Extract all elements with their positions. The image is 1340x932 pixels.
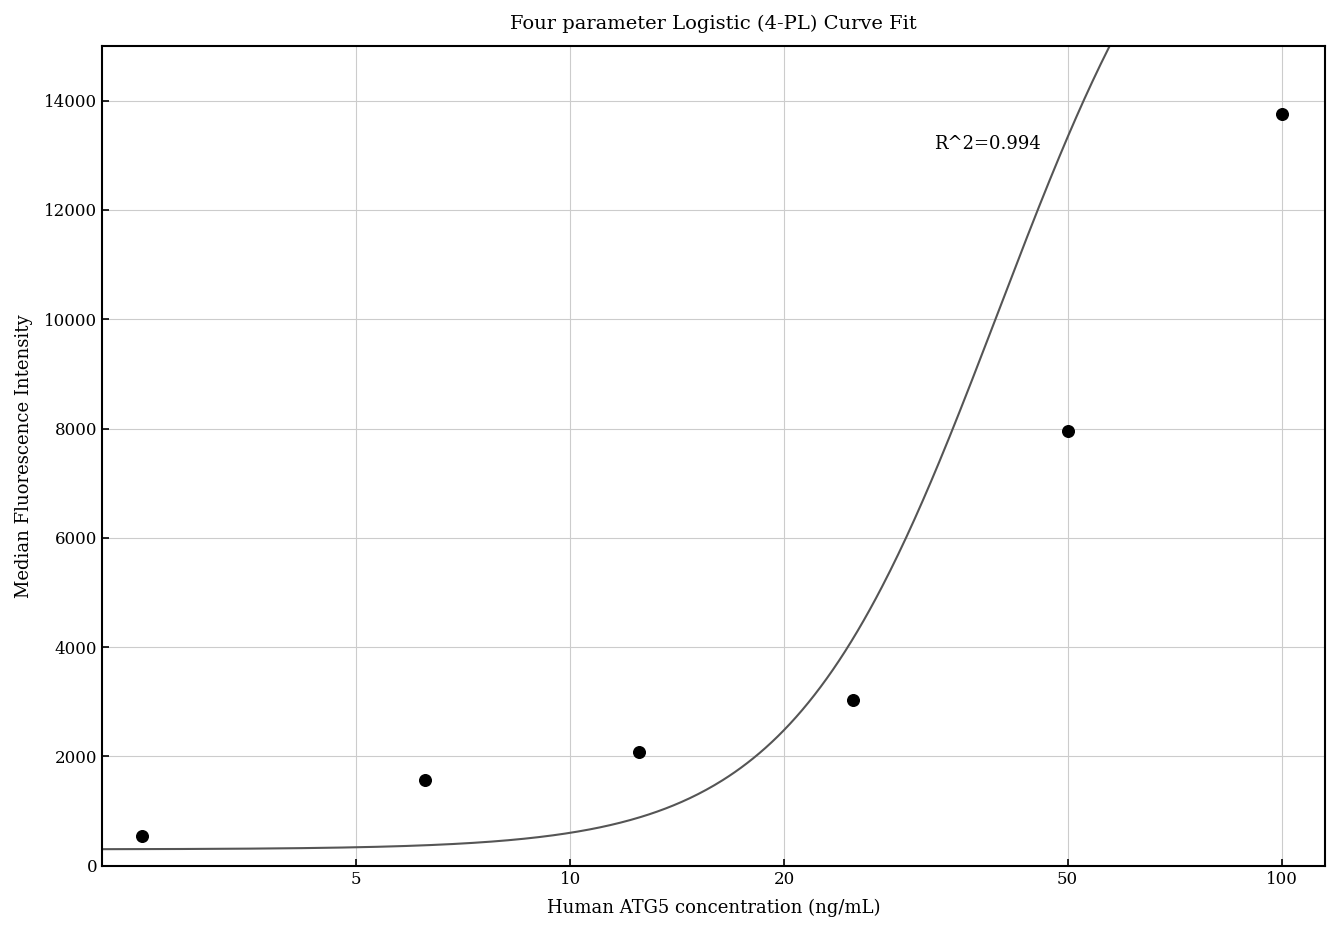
Point bbox=[414, 773, 436, 788]
Y-axis label: Median Fluorescence Intensity: Median Fluorescence Intensity bbox=[15, 314, 34, 597]
Point bbox=[843, 693, 864, 708]
Text: R^2=0.994: R^2=0.994 bbox=[934, 135, 1040, 153]
Point bbox=[628, 745, 650, 760]
Point bbox=[1057, 424, 1079, 439]
X-axis label: Human ATG5 concentration (ng/mL): Human ATG5 concentration (ng/mL) bbox=[547, 898, 880, 917]
Title: Four parameter Logistic (4-PL) Curve Fit: Four parameter Logistic (4-PL) Curve Fit bbox=[511, 15, 917, 34]
Point bbox=[131, 829, 153, 843]
Point bbox=[1272, 107, 1293, 122]
